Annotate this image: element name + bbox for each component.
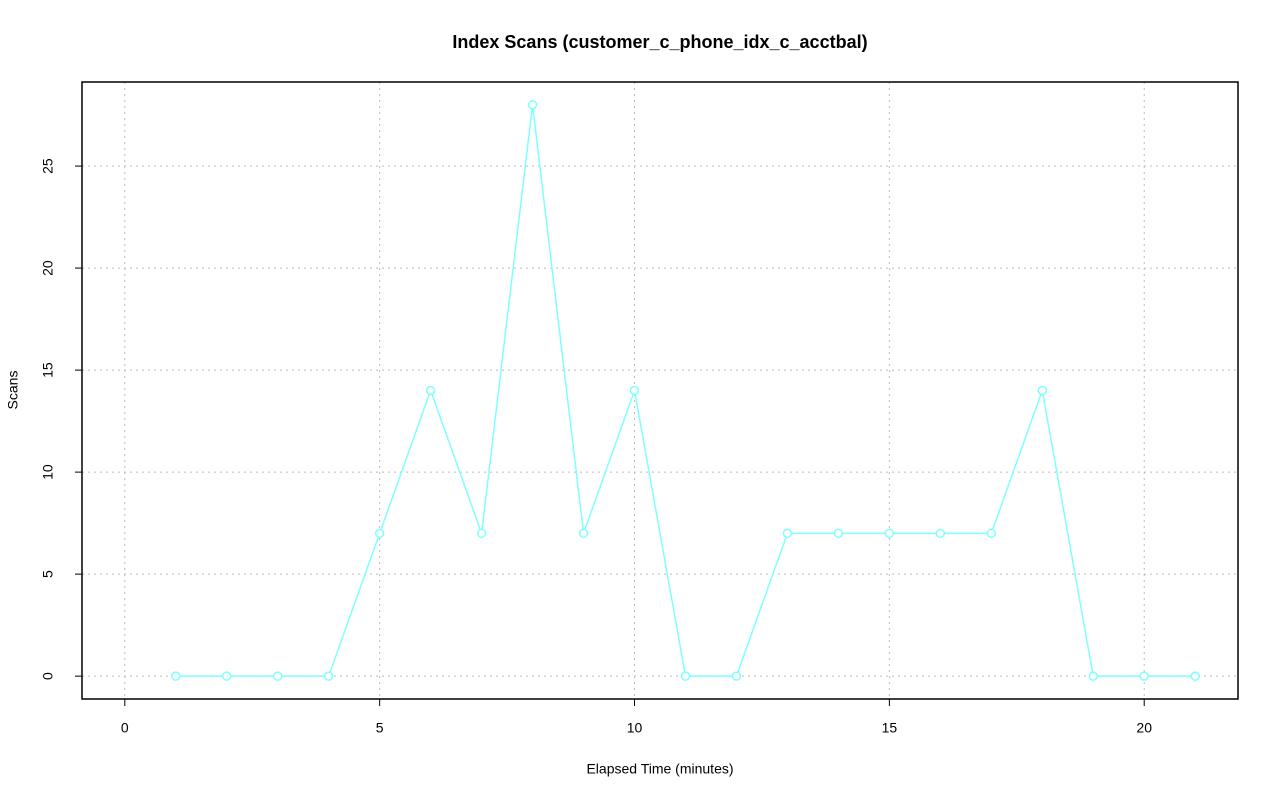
data-point <box>1088 671 1098 681</box>
data-point <box>782 528 793 539</box>
data-point <box>680 671 691 681</box>
y-tick-label: 0 <box>40 672 56 680</box>
y-tick-label: 20 <box>40 260 56 276</box>
x-tick-label: 10 <box>627 720 643 736</box>
y-tick-label: 5 <box>40 570 56 578</box>
data-point <box>323 671 334 681</box>
data-point <box>425 385 436 396</box>
data-point <box>222 671 232 681</box>
y-axis-label: Scans <box>5 371 21 410</box>
data-point <box>629 385 640 396</box>
x-tick-label: 15 <box>882 720 898 736</box>
data-point <box>171 671 181 681</box>
y-tick-label: 15 <box>40 362 56 378</box>
x-tick-label: 5 <box>376 720 384 736</box>
x-axis-label: Elapsed Time (minutes) <box>586 761 733 777</box>
data-point <box>578 528 589 539</box>
data-point <box>1139 671 1149 681</box>
x-tick-label: 0 <box>121 720 129 736</box>
data-point <box>272 671 283 681</box>
x-tick-label: 20 <box>1136 720 1152 736</box>
data-point <box>527 100 538 110</box>
y-tick-label: 10 <box>40 464 56 480</box>
data-point <box>374 528 385 539</box>
data-point <box>1037 385 1048 396</box>
data-point <box>476 528 487 539</box>
data-point <box>731 671 742 681</box>
chart-title: Index Scans (customer_c_phone_idx_c_acct… <box>452 32 867 52</box>
data-point <box>833 528 844 539</box>
plot-frame <box>81 81 1239 700</box>
data-point <box>1190 671 1200 681</box>
data-point <box>935 528 946 539</box>
data-point <box>884 528 895 539</box>
data-point <box>986 528 997 539</box>
y-tick-label: 25 <box>40 158 56 174</box>
